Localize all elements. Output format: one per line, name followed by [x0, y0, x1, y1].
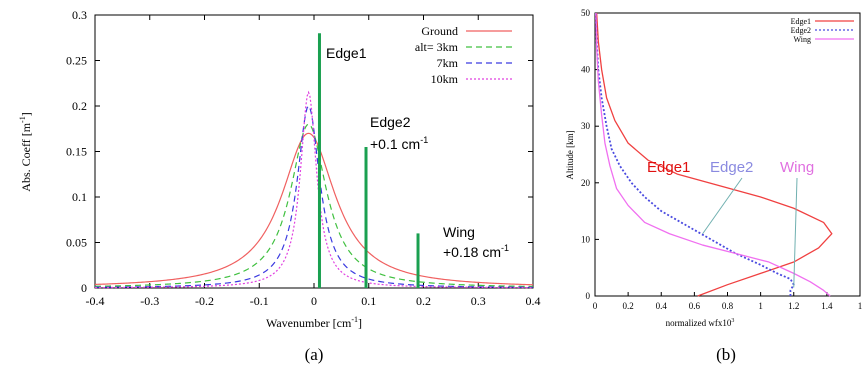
panel-a-x-tick-label: -0.3 — [140, 294, 159, 308]
panel-a-x-tick-label: 0 — [311, 294, 317, 308]
panel-b-y-tick-label: 10 — [581, 234, 591, 244]
panel-b-series-line-2 — [595, 12, 831, 297]
panel-b-x-tick-label: 0.4 — [656, 301, 668, 311]
panel-b-label: (b) — [716, 345, 736, 364]
panel-b-x-tick-label: 0.6 — [689, 301, 701, 311]
panel-a-x-tick-label: 0.1 — [361, 294, 376, 308]
panel-a-x-tick-label: 0.4 — [526, 294, 541, 308]
panel-a-legend-label: 10km — [431, 72, 459, 86]
panel-b-annotation-label: Edge2 — [710, 159, 753, 176]
panel-b-legend-label: Edge1 — [791, 17, 811, 26]
panel-a-x-tick-label: -0.4 — [86, 294, 105, 308]
panel-a-x-tick-label: 0.3 — [471, 294, 486, 308]
panel-b-y-ticks: 0 10 20 30 40 50 — [581, 8, 599, 301]
panel-a-legend-label: 7km — [437, 56, 459, 70]
panel-b-x-ticks: 0 0.2 0.4 0.6 0.8 1 1.2 1.4 1 — [593, 292, 862, 311]
panel-a-series-line-1 — [94, 123, 534, 288]
panel-a: -0.4 -0.3 -0.2 -0.1 0 0.1 0.2 0.3 0.4 0 0.05 0.1 0.… — [18, 8, 541, 364]
panel-a-marker-offset-label: +0.18 cm-1 — [443, 243, 509, 260]
panel-b-x-tick-label: 1.4 — [821, 301, 833, 311]
panel-b-y-tick-label: 20 — [581, 178, 591, 188]
panel-b-y-tick-label: 0 — [586, 291, 591, 301]
panel-b-legend-label: Edge2 — [791, 26, 811, 35]
panel-b-annotation-leader — [702, 177, 743, 235]
panel-a-series-line-3 — [95, 90, 533, 289]
panel-a-marker-label: Edge2 — [370, 114, 411, 130]
panel-b-y-axis-label: Altitude [km] — [565, 130, 575, 179]
panel-a-series-line-0 — [94, 132, 534, 286]
panel-a-y-tick-label: 0.2 — [72, 99, 87, 113]
panel-b-x-axis-label: normalized wfx103 — [666, 318, 735, 328]
panel-a-x-tick-label: 0.2 — [416, 294, 431, 308]
panel-a-legend-label: alt= 3km — [415, 40, 459, 54]
panel-a-marker-label: Wing — [443, 224, 475, 240]
panel-a-marker-offset-label: +0.1 cm-1 — [370, 135, 428, 152]
panel-a-y-tick-label: 0 — [81, 281, 87, 295]
panel-b-x-tick-label: 1 — [858, 301, 862, 311]
panel-b-y-tick-label: 40 — [581, 65, 591, 75]
panel-a-y-tick-label: 0.05 — [66, 236, 87, 250]
panel-b-annotations: Edge1 Edge2 Wing — [647, 159, 814, 288]
panel-b-legend-label: Wing — [794, 35, 811, 44]
panel-b-x-tick-label: 0.2 — [623, 301, 634, 311]
panel-a-label: (a) — [305, 345, 324, 364]
panel-b-series — [594, 12, 833, 297]
panel-b-series-line-0 — [596, 12, 833, 297]
panel-a-x-tick-label: -0.2 — [195, 294, 214, 308]
panel-b-annotation-label: Edge1 — [647, 159, 690, 176]
panel-a-y-tick-label: 0.25 — [66, 54, 87, 68]
panel-a-legend: Ground alt= 3km 7km 10km — [415, 24, 512, 86]
panel-b-series-line-1 — [594, 12, 795, 296]
panel-b-y-tick-label: 50 — [581, 8, 591, 18]
panel-b-x-tick-label: 1.2 — [788, 301, 799, 311]
panel-a-y-tick-label: 0.15 — [66, 145, 87, 159]
panel-b-y-tick-label: 30 — [581, 121, 591, 131]
panel-a-markers: Edge1 Edge2 +0.1 cm-1 Wing +0.18 cm-1 — [317, 33, 509, 288]
panel-a-x-tick-label: -0.1 — [250, 294, 269, 308]
panel-a-y-axis-label: Abs. Coeff [m-1] — [18, 112, 33, 191]
panel-b-x-tick-label: 1 — [758, 301, 763, 311]
panel-b-annotation-leader — [793, 177, 798, 288]
panel-b-plot-frame — [594, 12, 861, 297]
panel-b-x-tick-label: 0 — [593, 301, 598, 311]
panel-a-legend-label: Ground — [421, 24, 458, 38]
panel-a-y-tick-label: 0.1 — [72, 190, 87, 204]
panel-a-y-tick-label: 0.3 — [72, 8, 87, 22]
panel-a-x-axis-label: Wavenumber [cm-1] — [266, 315, 362, 330]
panel-a-marker-label: Edge1 — [326, 45, 367, 61]
panel-a-series-line-2 — [94, 105, 534, 288]
panel-a-x-ticks: -0.4 -0.3 -0.2 -0.1 0 0.1 0.2 0.3 0.4 — [86, 15, 541, 308]
panel-a-y-ticks: 0 0.05 0.1 0.15 0.2 0.25 0.3 — [66, 8, 533, 295]
panel-b-x-tick-label: 0.8 — [722, 301, 734, 311]
panel-b-annotation-label: Wing — [780, 159, 814, 176]
panel-a-series — [94, 90, 534, 289]
